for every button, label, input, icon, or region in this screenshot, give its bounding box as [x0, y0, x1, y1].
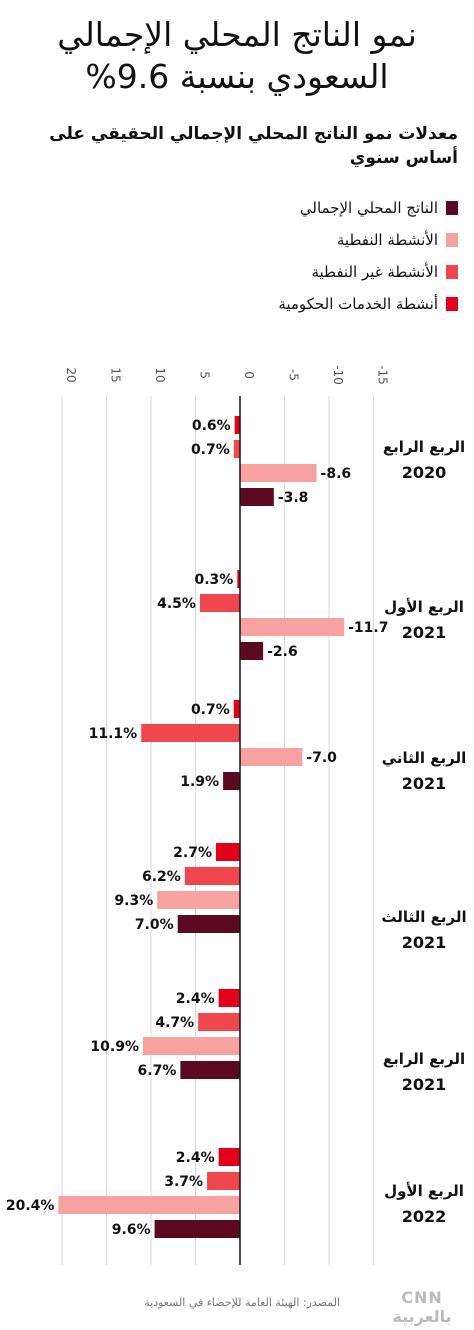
bar: [233, 440, 240, 458]
x-tick-label: 15: [109, 367, 123, 382]
legend-item-gdp: الناتج المحلي الإجمالي: [300, 196, 458, 220]
category-label: الربع الرابع: [383, 438, 465, 456]
bar: [141, 724, 240, 742]
data-label: -8.6: [321, 466, 352, 482]
legend-swatch-government: [446, 297, 458, 311]
bar: [237, 570, 240, 588]
title-line-2: السعودي بنسبة 9.6%: [85, 57, 389, 96]
cnn-arabic-logo: CNN بالعربية: [392, 1288, 452, 1326]
bar: [157, 891, 240, 909]
data-label: 10.9%: [90, 1039, 139, 1055]
data-label: 2.4%: [176, 991, 215, 1007]
category-label: الربع الثالث: [381, 908, 466, 926]
x-tick-label: 0: [242, 371, 256, 379]
bar: [240, 642, 264, 660]
bar: [184, 867, 240, 885]
bar: [223, 772, 240, 790]
data-label: 4.7%: [155, 1015, 194, 1031]
data-label: -3.8: [278, 490, 309, 506]
data-label: 0.3%: [195, 572, 234, 588]
title-line-1: نمو الناتج المحلي الإجمالي: [57, 15, 417, 54]
data-label: -7.0: [306, 750, 337, 766]
bar: [58, 1196, 240, 1214]
bar: [177, 915, 240, 933]
data-label: 0.7%: [191, 702, 230, 718]
category-label: الربع الأول: [384, 598, 464, 616]
legend-label-government: أنشطة الخدمات الحكومية: [278, 295, 438, 313]
data-label: 3.7%: [164, 1174, 203, 1190]
bar: [180, 1061, 240, 1079]
data-label: 2.4%: [176, 1150, 215, 1166]
legend-item-non-oil: الأنشطة غير النفطية: [311, 260, 458, 284]
bar: [233, 700, 240, 718]
data-label: 20.4%: [6, 1198, 55, 1214]
bar: [199, 594, 240, 612]
bar: [198, 1013, 240, 1031]
category-label: 2021: [402, 933, 447, 952]
data-label: 0.6%: [192, 418, 231, 434]
data-label: 7.0%: [135, 917, 174, 933]
category-label: 2021: [402, 1075, 447, 1094]
category-label: الربع الثاني: [382, 749, 467, 767]
legend-swatch-non-oil: [446, 265, 458, 279]
data-label: 6.7%: [138, 1063, 177, 1079]
legend-item-government: أنشطة الخدمات الحكومية: [278, 292, 458, 316]
legend-swatch-gdp: [446, 201, 458, 215]
data-label: 6.2%: [142, 869, 181, 885]
category-label: الربع الرابع: [383, 1050, 465, 1068]
legend-label-gdp: الناتج المحلي الإجمالي: [299, 199, 438, 217]
x-tick-label: -5: [287, 369, 301, 381]
x-tick-label: -15: [376, 365, 390, 385]
bar: [240, 464, 317, 482]
legend-swatch-oil: [446, 233, 458, 247]
bar: [154, 1220, 240, 1238]
data-label: 1.9%: [180, 774, 219, 790]
x-tick-label: -10: [331, 365, 345, 385]
legend-item-oil: الأنشطة النفطية: [337, 228, 458, 252]
category-label: 2022: [402, 1207, 447, 1226]
bar: [207, 1172, 240, 1190]
bar: [240, 488, 274, 506]
category-label: 2021: [402, 623, 447, 642]
data-label: -2.6: [267, 644, 298, 660]
bar: [218, 1148, 240, 1166]
data-label: 2.7%: [173, 845, 212, 861]
legend-label-non-oil: الأنشطة غير النفطية: [311, 263, 438, 281]
bar: [142, 1037, 240, 1055]
bar: [240, 748, 303, 766]
legend-label-oil: الأنشطة النفطية: [336, 231, 438, 249]
x-tick-label: 20: [64, 367, 78, 382]
category-label: الربع الأول: [384, 1182, 464, 1200]
data-label: 9.3%: [114, 893, 153, 909]
category-label: 2020: [402, 463, 447, 482]
bar: [234, 416, 240, 434]
bar: [215, 843, 240, 861]
bar: [218, 989, 240, 1007]
category-label: 2021: [402, 774, 447, 793]
x-tick-label: 5: [198, 371, 212, 379]
data-label: 4.5%: [157, 596, 196, 612]
x-tick-label: 10: [153, 367, 167, 382]
data-label: -11.7: [348, 620, 388, 636]
chart-title: نمو الناتج المحلي الإجمالي السعودي بنسبة…: [0, 14, 474, 98]
data-label: 9.6%: [112, 1222, 151, 1238]
source-note: المصدر: الهيئة العامة للإحصاء في السعودي…: [144, 1296, 340, 1309]
chart-subtitle: معدلات نمو الناتج المحلي الإجمالي الحقيق…: [49, 124, 458, 168]
data-label: 0.7%: [191, 442, 230, 458]
bar: [240, 618, 345, 636]
data-label: 11.1%: [89, 726, 138, 742]
